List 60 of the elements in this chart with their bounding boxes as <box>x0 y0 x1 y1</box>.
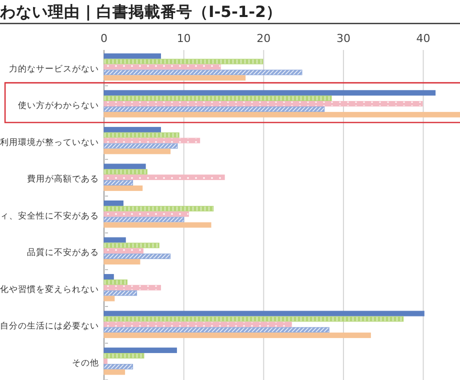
bar <box>104 200 124 206</box>
chart-title: わない理由 | 白書掲載番号（Ⅰ-5-1-2） <box>0 3 282 21</box>
bar <box>104 70 302 76</box>
y-tick-label: 使い方がわからない <box>18 100 99 112</box>
bar <box>104 316 404 322</box>
bar <box>104 185 143 191</box>
y-tick-label: 利用環境が整っていない <box>0 136 99 148</box>
bar <box>104 327 330 333</box>
bar <box>104 148 171 154</box>
x-tick-label: 0 <box>100 32 108 45</box>
bar <box>104 101 423 106</box>
bar <box>104 353 144 358</box>
bar <box>104 259 140 264</box>
bar <box>104 64 221 70</box>
x-tick-label: 10 <box>176 32 191 45</box>
bar <box>104 222 212 228</box>
bar <box>104 290 138 296</box>
bar <box>104 296 115 302</box>
bar <box>104 274 114 280</box>
bar <box>104 90 436 96</box>
bar <box>104 254 171 260</box>
x-tick-label: 40 <box>416 32 430 45</box>
bar <box>104 348 177 354</box>
bar <box>104 242 160 248</box>
y-tick-label: 力的なサービスがない <box>9 63 99 74</box>
bar <box>104 112 460 118</box>
bar <box>104 106 325 112</box>
bar <box>104 248 144 254</box>
bar <box>104 211 189 217</box>
bar <box>104 174 225 180</box>
y-tick-label: 自分の生活には必要ない <box>0 320 99 332</box>
x-tick-label: 30 <box>336 32 350 45</box>
bar <box>104 279 128 285</box>
y-tick-label: 費用が高額である <box>27 174 99 185</box>
bar <box>104 53 161 59</box>
bar <box>104 332 371 338</box>
bar <box>104 138 200 144</box>
bar <box>104 310 424 316</box>
bar <box>104 358 108 364</box>
bar <box>104 180 134 186</box>
bar <box>104 369 126 375</box>
bar <box>104 216 184 222</box>
bar <box>104 206 214 212</box>
bar <box>104 58 264 64</box>
bar <box>104 164 146 170</box>
bar <box>104 126 161 132</box>
y-tick-label: 品質に不安がある <box>27 247 99 258</box>
bar <box>104 284 161 290</box>
bar <box>104 96 332 102</box>
y-tick-label: 化や習慣を変えられない <box>0 284 99 295</box>
bar <box>104 75 246 81</box>
y-tick-label: その他 <box>72 358 99 369</box>
bar <box>104 143 178 149</box>
bar <box>104 364 134 370</box>
x-tick-label: 20 <box>256 32 271 45</box>
y-tick-label: ィ、安全性に不安がある <box>0 210 99 222</box>
bar <box>104 322 292 328</box>
bar <box>104 169 148 175</box>
bar <box>104 237 126 243</box>
bar <box>104 132 180 138</box>
